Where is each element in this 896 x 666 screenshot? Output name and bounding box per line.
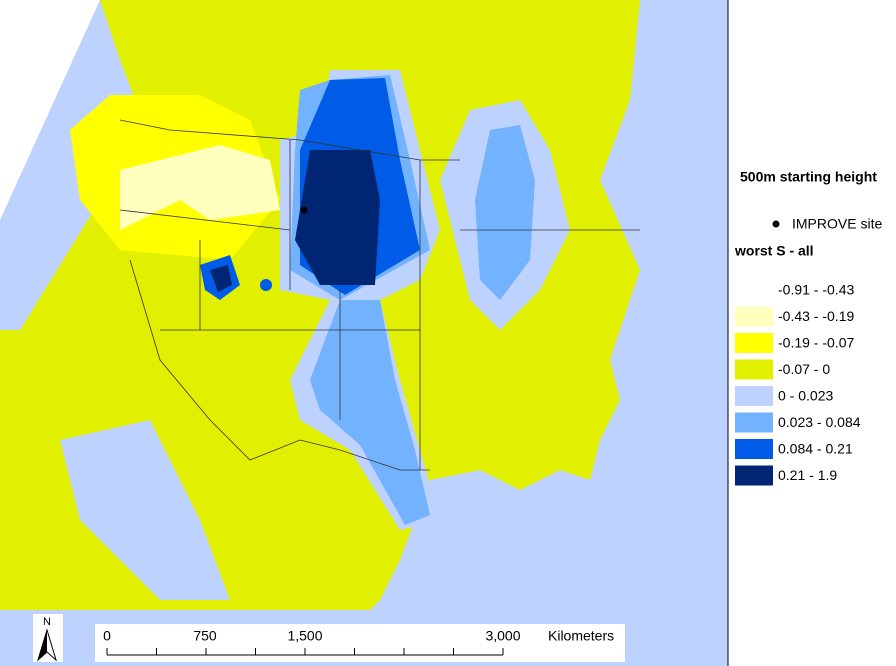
legend-label: -0.07 - 0 xyxy=(778,361,830,377)
scale-label: 750 xyxy=(193,628,217,644)
legend-title: worst S - all xyxy=(734,243,814,259)
map-surface xyxy=(0,0,728,666)
legend-label: -0.43 - -0.19 xyxy=(778,308,854,324)
site-marker xyxy=(300,206,308,214)
scale-unit: Kilometers xyxy=(548,628,614,644)
legend-label: 0.023 - 0.084 xyxy=(778,414,861,430)
legend-swatch xyxy=(735,439,773,459)
legend-swatch xyxy=(735,386,773,406)
legend-label: 0 - 0.023 xyxy=(778,388,833,404)
legend-label: 0.21 - 1.9 xyxy=(778,467,837,483)
legend-label: -0.19 - -0.07 xyxy=(778,335,854,351)
legend-swatch xyxy=(735,412,773,433)
boundaries xyxy=(119,119,640,471)
legend-heading: 500m starting height xyxy=(740,169,877,185)
scale-label: 0 xyxy=(103,628,111,644)
north-label: N xyxy=(43,616,51,628)
legend-swatch xyxy=(735,280,773,300)
legend-label: -0.91 - -0.43 xyxy=(778,282,854,298)
north-arrow: N xyxy=(33,614,63,662)
scale-label: 1,500 xyxy=(287,628,322,644)
legend-site-symbol xyxy=(772,220,780,228)
legend-swatch xyxy=(735,359,773,380)
legend-swatch xyxy=(735,333,773,353)
scale-label: 3,000 xyxy=(485,628,520,644)
legend-label: 0.084 - 0.21 xyxy=(778,441,853,457)
legend-classes: -0.91 - -0.43 -0.43 - -0.19 -0.19 - -0.07 -… xyxy=(735,280,861,486)
legend-swatch xyxy=(735,306,773,327)
legend-site-label: IMPROVE site xyxy=(792,216,882,232)
legend-swatch xyxy=(735,465,773,486)
scale-box: 0 750 1,500 3,000 Kilometers xyxy=(95,624,625,662)
